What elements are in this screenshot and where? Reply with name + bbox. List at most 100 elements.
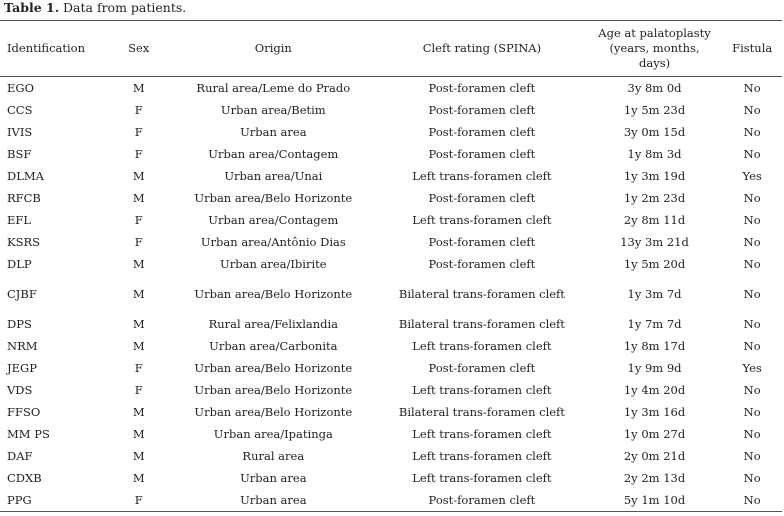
cell-sex: F bbox=[134, 361, 143, 375]
cell-fistula: Yes bbox=[742, 169, 762, 183]
cell-fistula: No bbox=[743, 81, 761, 95]
header-origin: Origin bbox=[169, 20, 378, 77]
cell-age: 1y 4m 20d bbox=[623, 383, 686, 397]
cell-fistula: No bbox=[743, 383, 761, 397]
cell-cleft-rating: Left trans-foramen cleft bbox=[412, 339, 552, 353]
cell-sex: M bbox=[132, 169, 145, 183]
table-row: IVIS F Urban area Post-foramen cleft 3y 0m 1… bbox=[0, 121, 782, 143]
cell-cleft-rating: Bilateral trans-foramen cleft bbox=[398, 405, 565, 419]
cell-sex: M bbox=[132, 427, 145, 441]
cell-origin: Urban area/Ipatinga bbox=[213, 427, 333, 441]
cell-cleft-rating: Post-foramen cleft bbox=[428, 147, 536, 161]
cell-cleft-rating: Post-foramen cleft bbox=[428, 103, 536, 117]
cell-sex: M bbox=[132, 405, 145, 419]
cell-age: 1y 5m 20d bbox=[623, 257, 686, 271]
caption-label: Table 1. bbox=[4, 0, 60, 15]
cell-fistula: No bbox=[743, 449, 761, 463]
cell-origin: Urban area/Ibirite bbox=[220, 257, 327, 271]
cell-sex: F bbox=[134, 213, 143, 227]
cell-sex: F bbox=[107, 489, 170, 512]
cell-identification: RFCB bbox=[7, 191, 41, 205]
table-row: PPG F Urban area Post-foramen cleft 5y 1m 10… bbox=[0, 489, 782, 512]
cell-sex: M bbox=[132, 471, 145, 485]
cell-cleft-rating: Bilateral trans-foramen cleft bbox=[398, 287, 565, 301]
caption-text: Data from patients. bbox=[59, 0, 187, 15]
cell-sex: F bbox=[134, 125, 143, 139]
cell-sex: M bbox=[132, 81, 145, 95]
cell-age: 1y 0m 27d bbox=[623, 427, 686, 441]
cell-sex: F bbox=[134, 235, 143, 249]
table-row: RFCB M Urban area/Belo Horizonte Post-foram… bbox=[0, 187, 782, 209]
table-row: DPS M Rural area/Felixlandia Bilateral tran… bbox=[0, 313, 782, 335]
cell-fistula: No bbox=[743, 125, 761, 139]
cell-fistula: No bbox=[743, 471, 761, 485]
cell-origin: Urban area/Antônio Dias bbox=[200, 235, 346, 249]
cell-age: 2y 0m 21d bbox=[623, 449, 686, 463]
table-caption: Table 1. Data from patients. bbox=[4, 0, 186, 16]
cell-cleft-rating: Post-foramen cleft bbox=[428, 361, 536, 375]
cell-origin: Urban area/Carbonita bbox=[209, 339, 338, 353]
header-row: Identification Sex Origin Cleft rating (… bbox=[0, 20, 782, 77]
cell-origin: Urban area/Belo Horizonte bbox=[194, 191, 353, 205]
cell-age: 1y 9m 9d bbox=[627, 361, 682, 375]
patients-table: Identification Sex Origin Cleft rating (… bbox=[0, 20, 782, 512]
cell-sex: M bbox=[132, 191, 145, 205]
cell-sex: M bbox=[132, 449, 145, 463]
cell-identification: DLMA bbox=[7, 169, 44, 183]
cell-identification: MM PS bbox=[7, 427, 50, 441]
cell-identification: KSRS bbox=[7, 235, 41, 249]
table-row: CCS F Urban area/Betim Post-foramen cleft 1y… bbox=[0, 99, 782, 121]
table-row: KSRS F Urban area/Antônio Dias Post-foramen… bbox=[0, 231, 782, 253]
cell-age: 2y 8m 11d bbox=[623, 213, 686, 227]
cell-fistula: No bbox=[743, 257, 761, 271]
cell-fistula: No bbox=[743, 213, 761, 227]
table-row: NRM M Urban area/Carbonita Left trans-foram… bbox=[0, 335, 782, 357]
table-row: DLP M Urban area/Ibirite Post-foramen cleft… bbox=[0, 253, 782, 275]
cell-identification: EGO bbox=[7, 81, 35, 95]
cell-origin: Rural area bbox=[242, 449, 305, 463]
cell-origin: Urban area bbox=[240, 125, 307, 139]
table-row: MM PS M Urban area/Ipatinga Left trans-fora… bbox=[0, 423, 782, 445]
cell-age: 3y 0m 15d bbox=[623, 125, 686, 139]
cell-age: 1y 8m 3d bbox=[627, 147, 682, 161]
cell-fistula: No bbox=[743, 103, 761, 117]
cell-fistula: No bbox=[743, 235, 761, 249]
cell-cleft-rating: Left trans-foramen cleft bbox=[412, 213, 552, 227]
table-row: CDXB M Urban area Left trans-foramen cleft 2… bbox=[0, 467, 782, 489]
cell-cleft-rating: Post-foramen cleft bbox=[428, 257, 536, 271]
table-header: Identification Sex Origin Cleft rating (… bbox=[0, 20, 782, 77]
header-age-at-palatoplasty: Age at palatoplasty (years, months, days) bbox=[586, 20, 723, 77]
header-identification: Identification bbox=[0, 20, 108, 77]
cell-cleft-rating: Left trans-foramen cleft bbox=[412, 169, 552, 183]
cell-cleft-rating: Left trans-foramen cleft bbox=[412, 471, 552, 485]
cell-age: 1y 2m 23d bbox=[623, 191, 686, 205]
cell-origin: Urban area/Contagem bbox=[208, 147, 339, 161]
cell-cleft-rating: Post-foramen cleft bbox=[428, 125, 536, 139]
cell-identification: NRM bbox=[7, 339, 38, 353]
cell-origin: Urban area bbox=[240, 471, 307, 485]
cell-fistula: No bbox=[743, 287, 761, 301]
cell-identification: DLP bbox=[7, 257, 32, 271]
cell-identification: IVIS bbox=[7, 125, 33, 139]
cell-sex: F bbox=[134, 147, 143, 161]
cell-age: 1y 5m 23d bbox=[623, 103, 686, 117]
cell-cleft-rating: Post-foramen cleft bbox=[377, 489, 587, 512]
cell-origin: Urban area/Belo Horizonte bbox=[194, 361, 353, 375]
cell-age: 13y 3m 21d bbox=[620, 235, 689, 249]
cell-fistula: No bbox=[743, 191, 761, 205]
cell-sex: F bbox=[134, 103, 143, 117]
cell-age: 1y 8m 17d bbox=[623, 339, 686, 353]
cell-origin: Rural area/Leme do Prado bbox=[196, 81, 351, 95]
cell-identification: VDS bbox=[7, 383, 33, 397]
cell-age: 1y 3m 19d bbox=[623, 169, 686, 183]
cell-age: 1y 3m 16d bbox=[623, 405, 686, 419]
header-cleft-rating: Cleft rating (SPINA) bbox=[377, 20, 587, 77]
cell-origin: Urban area/Contagem bbox=[208, 213, 339, 227]
cell-fistula: No bbox=[743, 405, 761, 419]
cell-identification: DPS bbox=[7, 317, 32, 331]
cell-origin: Urban area/Belo Horizonte bbox=[194, 383, 353, 397]
cell-origin: Urban area/Unai bbox=[224, 169, 323, 183]
table-row: DAF M Rural area Left trans-foramen cleft 2y… bbox=[0, 445, 782, 467]
table-row: EFL F Urban area/Contagem Left trans-forame… bbox=[0, 209, 782, 231]
cell-origin: Urban area/Belo Horizonte bbox=[194, 287, 353, 301]
